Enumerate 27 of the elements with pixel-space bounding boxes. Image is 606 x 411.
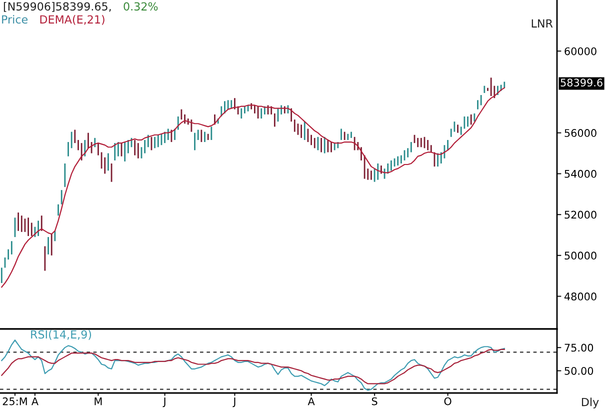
x-tick-label: A bbox=[308, 397, 315, 406]
x-tick-label: J bbox=[232, 397, 236, 408]
y-tick-label: 50000 bbox=[564, 252, 596, 260]
line-series bbox=[1, 340, 505, 391]
x-tick-label: J bbox=[162, 397, 166, 408]
text: LNR bbox=[532, 19, 553, 28]
y-tick-label: 54000 bbox=[564, 170, 596, 178]
text: DEMA(E,21) bbox=[40, 15, 104, 25]
y-tick-label: 50.00 bbox=[564, 366, 594, 375]
y-tick-label: 56000 bbox=[564, 129, 596, 137]
line-series bbox=[1, 348, 505, 384]
chart-title: [N59906]58399.65, bbox=[4, 2, 111, 12]
x-tick-label: 25:M bbox=[2, 397, 27, 406]
chart-subtitle: 0.32% bbox=[124, 2, 158, 11]
x-tick-label: M bbox=[94, 397, 102, 406]
y-tick-label: 75.00 bbox=[564, 344, 594, 352]
x-tick-label: S bbox=[372, 397, 378, 406]
text: 58399.6 bbox=[560, 78, 602, 87]
y-tick-label: 60000 bbox=[564, 47, 596, 56]
y-tick-label: 52000 bbox=[564, 210, 596, 219]
x-tick-label: O bbox=[444, 397, 452, 406]
line-series bbox=[1, 87, 505, 288]
text: Dly bbox=[582, 398, 599, 408]
series-label: RSI(14,E,9) bbox=[31, 330, 92, 340]
text: Price bbox=[2, 15, 28, 24]
y-tick-label: 48000 bbox=[564, 292, 596, 300]
x-tick-label: A bbox=[31, 397, 38, 406]
